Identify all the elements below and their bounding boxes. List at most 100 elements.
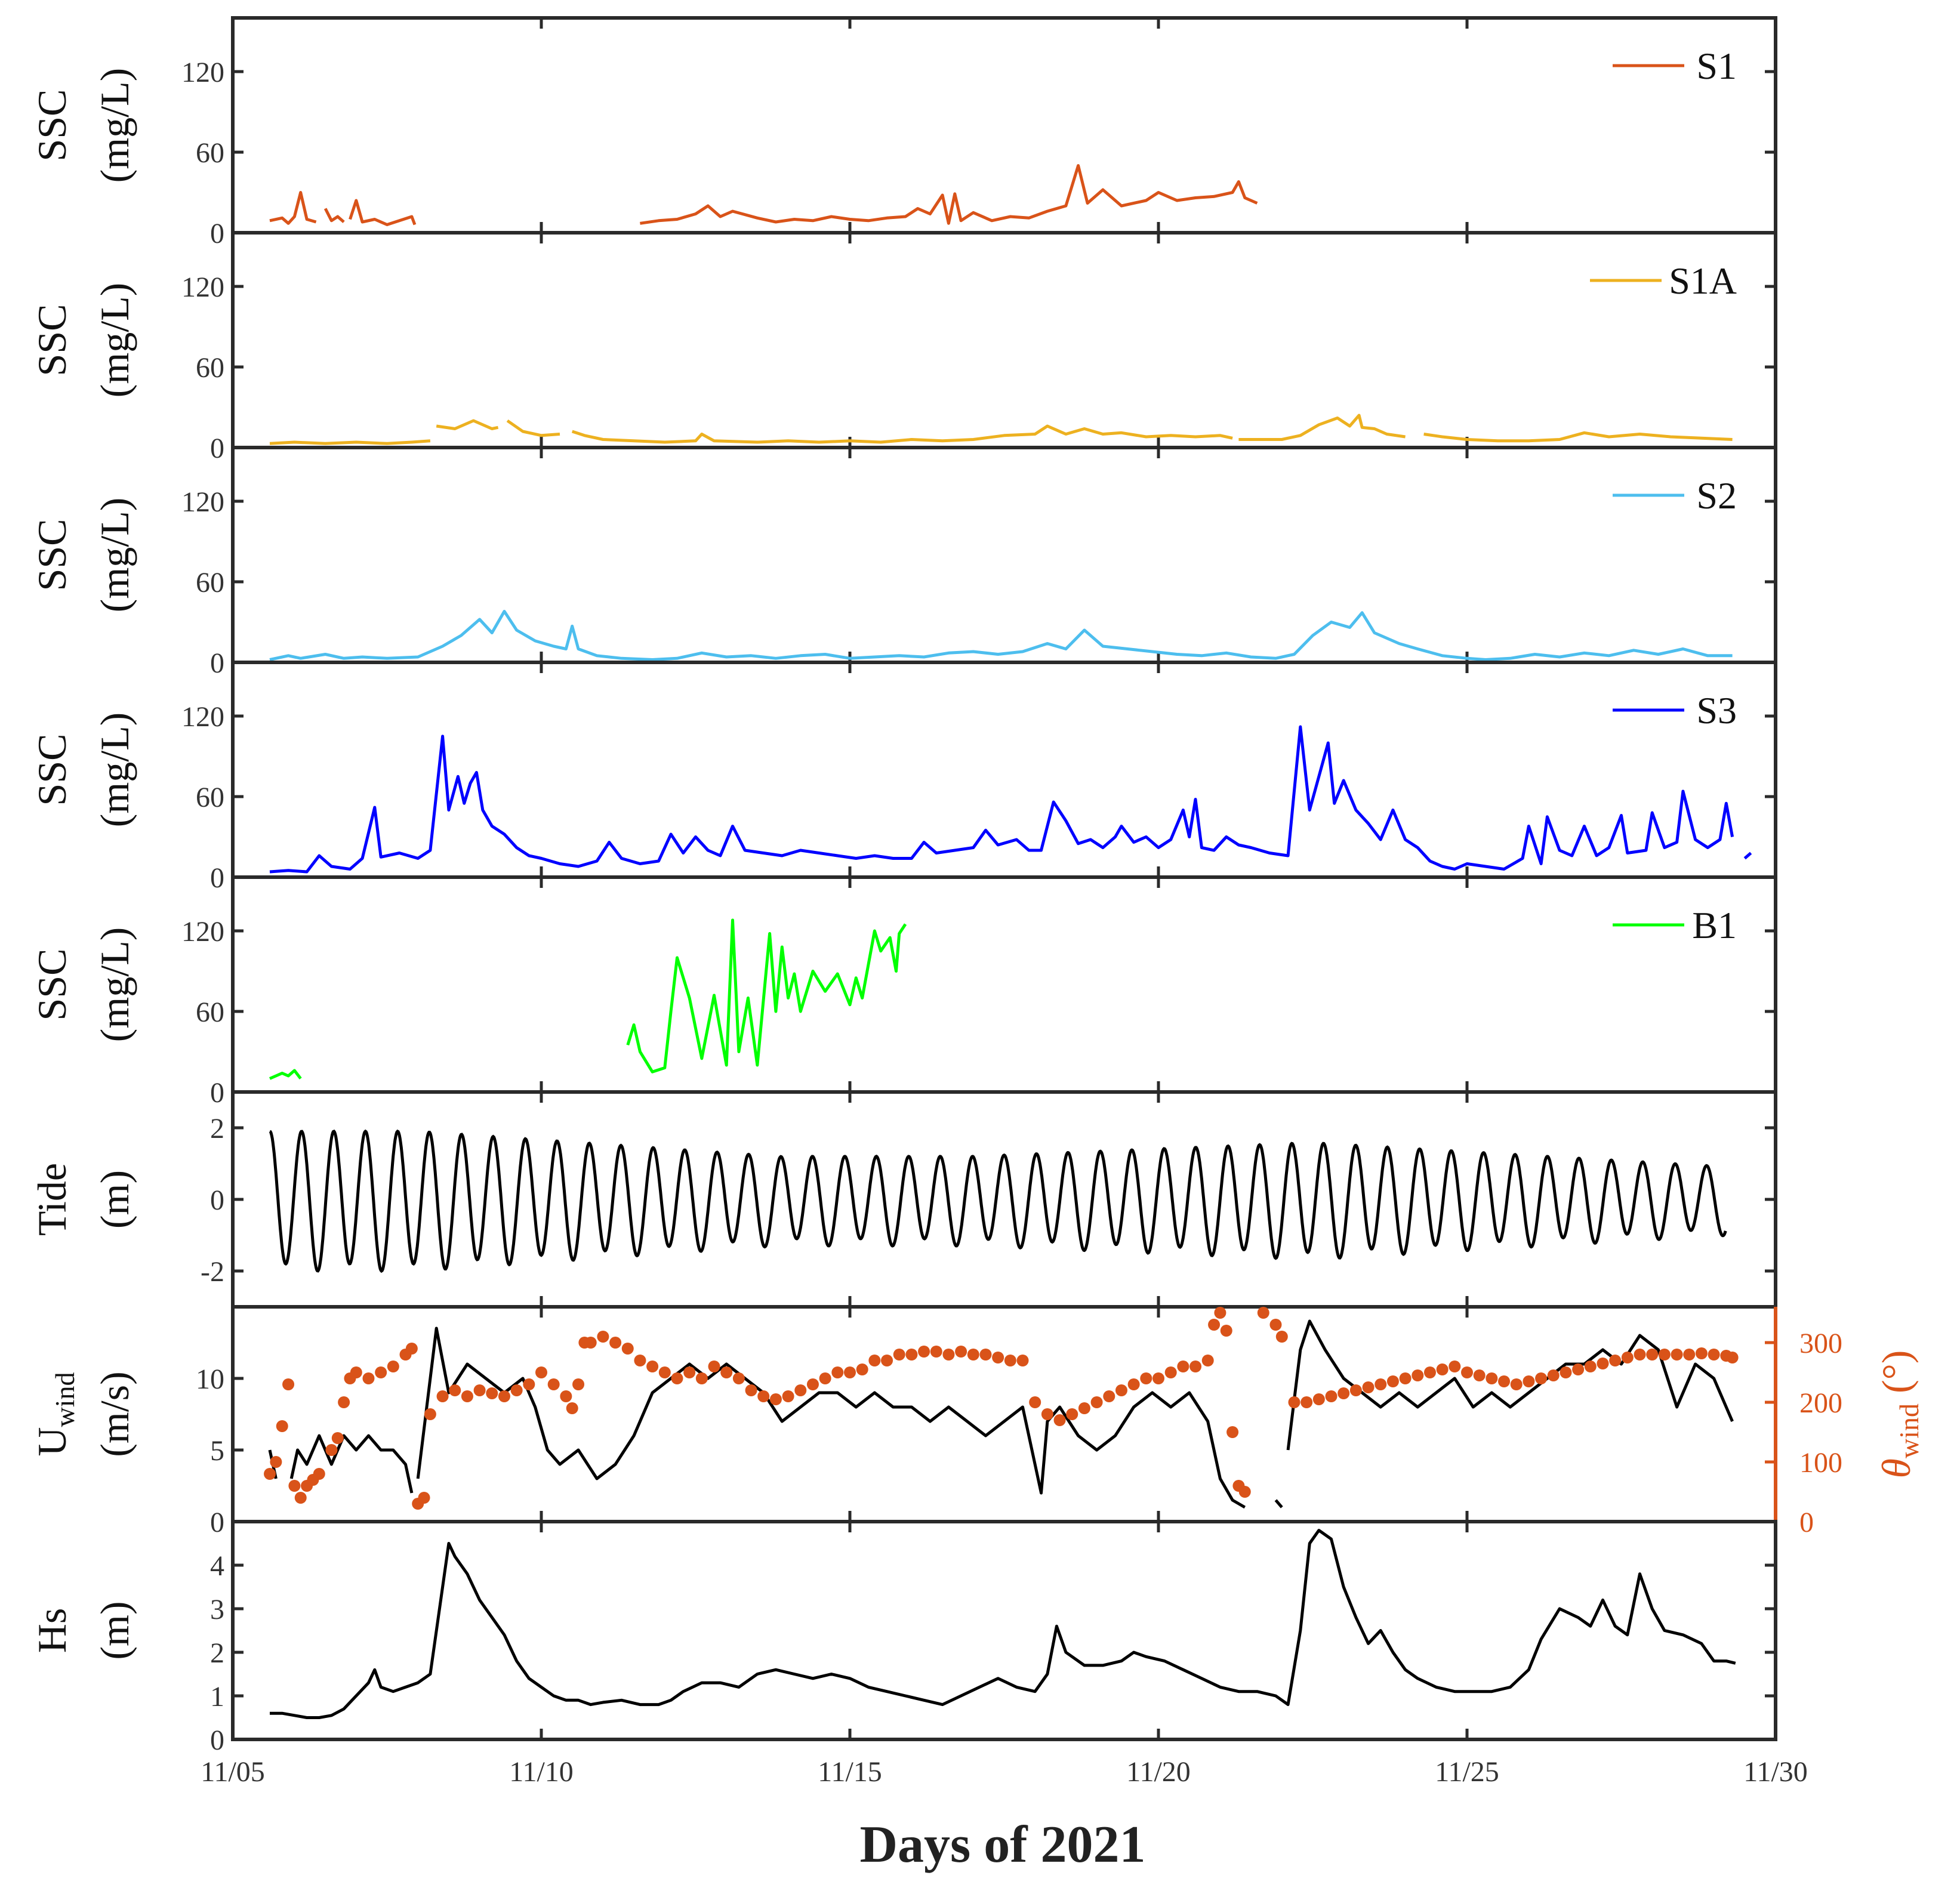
- series-line: [1274, 1499, 1283, 1508]
- axes-frame: [231, 1305, 1777, 1523]
- wind-direction-point: [646, 1361, 659, 1372]
- series-line: [416, 1326, 1246, 1509]
- y-axis-unit: (mg/L): [92, 927, 137, 1042]
- y-axis-label: SSC: [29, 304, 75, 377]
- series-line: [349, 199, 417, 226]
- wind-direction-point: [1115, 1384, 1127, 1396]
- y-tick-label: 1: [210, 1681, 224, 1713]
- wind-direction-point: [350, 1366, 362, 1378]
- series-line: [571, 424, 1233, 444]
- y-tick-label: 60: [196, 352, 224, 384]
- axes-frame: [231, 875, 1777, 1094]
- y-tick-label: 120: [181, 701, 224, 733]
- panel-s1: 0 60 120 SSC (mg/L) S1: [29, 16, 1777, 249]
- series-line: [1423, 431, 1733, 443]
- wind-direction-point: [609, 1337, 622, 1349]
- wind-direction-point: [881, 1355, 893, 1366]
- series-line: [640, 164, 1258, 225]
- wind-direction-point: [893, 1349, 905, 1361]
- series-line: [436, 419, 499, 430]
- wind-direction-point: [1609, 1355, 1622, 1366]
- y-tick-label: 0: [210, 1725, 224, 1756]
- legend-label: B1: [1692, 904, 1737, 946]
- wind-direction-point: [1486, 1372, 1498, 1384]
- wind-direction-point: [1436, 1363, 1449, 1375]
- wind-direction-point: [486, 1387, 498, 1399]
- wind-direction-point: [844, 1366, 856, 1378]
- wind-direction-point: [1658, 1349, 1671, 1361]
- wind-direction-point: [1349, 1384, 1362, 1396]
- y-axis-label: SSC: [29, 949, 75, 1021]
- panel-s1a: 0 60 120 SSC (mg/L) S1A: [29, 231, 1777, 464]
- wind-direction-point: [1220, 1325, 1232, 1337]
- panel-hs: 0 1 2 3 4 Hs (m) 11/05 11/10 11/15 11/20 11/25 11/30: [29, 1520, 1808, 1788]
- wind-direction-point: [1325, 1390, 1338, 1402]
- y-axis-label: SSC: [29, 519, 75, 591]
- wind-direction-point: [1708, 1349, 1720, 1361]
- y-tick-label: 0: [210, 862, 224, 894]
- wind-direction-point: [313, 1468, 325, 1480]
- legend-label: S3: [1696, 689, 1737, 732]
- wind-direction-point: [1041, 1408, 1053, 1420]
- wind-direction-point: [1140, 1372, 1152, 1384]
- wind-direction-point: [1127, 1378, 1140, 1390]
- y-tick-label: 0: [210, 433, 224, 464]
- wind-direction-point: [831, 1366, 844, 1378]
- wind-direction-point: [1560, 1366, 1572, 1378]
- y-tick-label: 60: [196, 782, 224, 813]
- axes-frame: [231, 1520, 1777, 1741]
- wind-direction-point: [560, 1390, 572, 1402]
- wind-direction-point: [1523, 1375, 1535, 1387]
- series-b1: [269, 918, 907, 1080]
- wind-direction-point: [1386, 1375, 1399, 1387]
- wind-direction-point: [794, 1384, 807, 1396]
- wind-direction-point: [1053, 1414, 1066, 1426]
- wind-direction-point: [1695, 1347, 1708, 1359]
- series-line: [269, 1069, 302, 1080]
- y-tick-label: 0: [210, 218, 224, 249]
- y-tick-label: 3: [210, 1594, 224, 1625]
- legend: S3: [1613, 689, 1737, 732]
- panel-s2: 0 60 120 SSC (mg/L) S2: [29, 446, 1777, 679]
- wind-direction-point: [362, 1372, 375, 1384]
- y-tick-label: 0: [210, 1077, 224, 1109]
- y-tick-label: 120: [181, 272, 224, 303]
- wind-direction-point: [992, 1352, 1004, 1363]
- wind-direction-point: [424, 1408, 436, 1420]
- y-tick-label: 2: [210, 1637, 224, 1669]
- wind-direction-point: [461, 1390, 473, 1402]
- wind-direction-point: [1375, 1378, 1387, 1390]
- wind-direction-point: [1078, 1402, 1090, 1414]
- wind-direction-point: [1238, 1486, 1251, 1498]
- wind-direction-point: [566, 1402, 578, 1414]
- wind-direction-point: [276, 1420, 288, 1432]
- wind-direction-point: [1671, 1349, 1683, 1361]
- wind-direction-point: [769, 1393, 782, 1405]
- right-tick-label: 300: [1799, 1328, 1842, 1359]
- wind-direction-point: [547, 1378, 560, 1390]
- right-tick-label: 100: [1799, 1447, 1842, 1479]
- legend: B1: [1613, 904, 1737, 946]
- right-tick-label: 0: [1799, 1507, 1814, 1538]
- wind-direction-point: [720, 1366, 733, 1378]
- wind-direction-point: [449, 1384, 461, 1396]
- y-tick-label: 60: [196, 137, 224, 169]
- wind-direction-point: [1449, 1361, 1461, 1372]
- x-tick-label: 11/05: [201, 1756, 265, 1788]
- y-axis-unit: (mg/L): [92, 498, 137, 613]
- wind-direction-point: [436, 1390, 449, 1402]
- y-axis-label: Uwind: [29, 1372, 80, 1456]
- wind-direction-point: [270, 1456, 282, 1468]
- wind-direction-point: [331, 1432, 344, 1444]
- wind-direction-point: [1288, 1396, 1300, 1408]
- y-axis-unit: (m): [92, 1601, 137, 1659]
- y-tick-label: 60: [196, 997, 224, 1028]
- y-axis-unit: (mg/L): [92, 68, 137, 183]
- series-line: [1238, 414, 1406, 441]
- y-axis-label: SSC: [29, 90, 75, 162]
- x-tick-label: 11/15: [818, 1756, 882, 1788]
- series-line: [269, 610, 1733, 661]
- wind-direction-point: [708, 1361, 720, 1372]
- wind-direction-point: [535, 1366, 547, 1378]
